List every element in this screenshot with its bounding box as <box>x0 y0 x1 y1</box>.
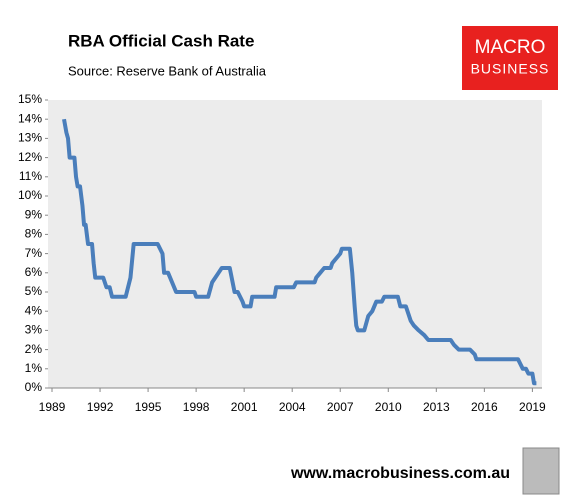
y-tick-label: 1% <box>25 361 43 375</box>
x-tick-label: 2004 <box>279 400 306 414</box>
x-tick-label: 2007 <box>327 400 354 414</box>
x-tick-label: 1989 <box>39 400 66 414</box>
chart-subtitle: Source: Reserve Bank of Australia <box>68 63 267 78</box>
y-tick-label: 5% <box>25 284 43 298</box>
chart-title: RBA Official Cash Rate <box>68 31 254 50</box>
series-line <box>62 118 537 386</box>
x-tick-label: 2019 <box>519 400 546 414</box>
y-tick-label: 6% <box>25 265 43 279</box>
y-tick-label: 11% <box>19 169 42 183</box>
y-tick-label: 9% <box>25 207 43 221</box>
x-tick-label: 1998 <box>183 400 210 414</box>
x-tick-label: 2016 <box>471 400 498 414</box>
y-tick-label: 3% <box>25 323 43 337</box>
y-tick-label: 13% <box>18 131 42 145</box>
x-tick-label: 2013 <box>423 400 450 414</box>
y-tick-label: 12% <box>18 150 42 164</box>
y-tick-label: 4% <box>25 303 43 317</box>
y-tick-label: 2% <box>25 342 43 356</box>
y-tick-label: 0% <box>25 380 43 394</box>
plot-area <box>48 100 542 388</box>
y-tick-label: 7% <box>25 246 43 260</box>
y-tick-label: 10% <box>18 188 42 202</box>
y-tick-label: 8% <box>25 227 43 241</box>
x-tick-label: 2001 <box>231 400 258 414</box>
x-tick-label: 2010 <box>375 400 402 414</box>
logo-text: MACRO <box>475 37 546 58</box>
x-tick-label: 1992 <box>87 400 114 414</box>
y-tick-label: 15% <box>18 92 42 106</box>
footer-url: www.macrobusiness.com.au <box>290 465 510 482</box>
y-tick-label: 14% <box>18 111 42 125</box>
x-tick-label: 1995 <box>135 400 162 414</box>
logo-box <box>462 26 558 90</box>
fox-icon <box>522 447 560 495</box>
logo-text: BUSINESS <box>471 61 550 77</box>
